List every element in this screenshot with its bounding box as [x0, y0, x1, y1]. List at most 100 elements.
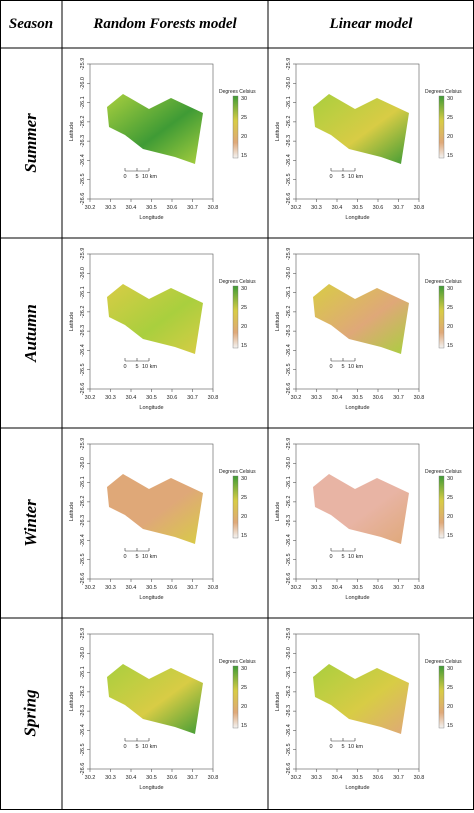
y-tick-label: -26.3 [80, 135, 86, 148]
scale-bar-label: 10 km [142, 174, 157, 180]
legend-colorbar [438, 285, 445, 349]
x-tick-label: 30.7 [187, 395, 198, 401]
y-tick-label: -25.9 [286, 438, 292, 451]
legend-title: Degrees Celsius [425, 89, 462, 95]
y-axis-label: Latitude [275, 122, 281, 142]
y-tick-label: -26.2 [286, 496, 292, 509]
legend-tick-label: 20 [447, 704, 453, 710]
legend-tick-label: 20 [241, 324, 247, 330]
legend-tick-label: 15 [447, 343, 453, 349]
y-axis-label: Latitude [69, 312, 75, 332]
x-tick-label: 30.6 [167, 205, 178, 211]
temperature-region [313, 664, 409, 734]
temperature-region [313, 94, 409, 164]
legend-tick-label: 20 [241, 514, 247, 520]
y-tick-label: -26.0 [286, 647, 292, 660]
y-axis-label: Latitude [69, 122, 75, 142]
x-tick-label: 30.5 [146, 775, 157, 781]
legend-tick-label: 15 [241, 153, 247, 159]
y-tick-label: -26.4 [80, 724, 86, 737]
x-tick-label: 30.2 [85, 585, 96, 591]
legend-colorbar [232, 95, 239, 159]
scale-bar: 0 5 10 km [329, 548, 363, 560]
x-tick-label: 30.2 [291, 585, 302, 591]
legend-tick-label: 15 [241, 533, 247, 539]
map-winter-rf: 30.2 30.3 30.4 30.5 30.6 30.7 30.8 -25.9 -26.0 -2… [63, 429, 268, 618]
scale-bar-label: 0 [123, 554, 126, 560]
y-tick-label: -26.3 [286, 515, 292, 528]
map-plot: 30.2 30.3 30.4 30.5 30.6 30.7 30.8 -25.9 -26.0 -2… [69, 248, 256, 411]
y-tick-label: -26.6 [286, 573, 292, 586]
season-label: Summer [21, 113, 40, 173]
y-tick-label: -26.0 [286, 457, 292, 470]
legend-tick-label: 15 [447, 153, 453, 159]
x-tick-label: 30.5 [146, 395, 157, 401]
legend-tick-label: 15 [241, 723, 247, 729]
legend-tick-label: 30 [447, 286, 453, 292]
y-tick-label: -26.1 [286, 476, 292, 489]
scale-bar-label: 5 [341, 554, 344, 560]
scale-bar: 0 5 10 km [123, 358, 157, 370]
x-tick-label: 30.7 [393, 395, 404, 401]
legend-tick-label: 25 [447, 305, 453, 311]
x-axis-label: Longitude [345, 595, 369, 601]
row-label-summer: Summer [0, 48, 62, 238]
y-tick-label: -26.3 [80, 705, 86, 718]
x-tick-label: 30.6 [373, 205, 384, 211]
y-tick-label: -26.0 [80, 647, 86, 660]
y-tick-label: -26.4 [286, 344, 292, 357]
season-label: Spring [21, 689, 40, 737]
y-tick-label: -26.5 [80, 553, 86, 566]
y-axis-label: Latitude [275, 502, 281, 522]
x-tick-label: 30.6 [167, 775, 178, 781]
map-autumn-linear: 30.2 30.3 30.4 30.5 30.6 30.7 30.8 -25.9 -26.0 -2… [269, 239, 474, 428]
y-tick-label: -26.4 [80, 534, 86, 547]
map-plot: 30.2 30.3 30.4 30.5 30.6 30.7 30.8 -25.9 -26.0 -2… [275, 628, 462, 791]
y-tick-label: -26.6 [286, 193, 292, 206]
y-tick-label: -26.5 [286, 173, 292, 186]
y-tick-label: -26.1 [286, 96, 292, 109]
scale-bar-label: 0 [329, 364, 332, 370]
y-tick-label: -26.2 [286, 306, 292, 319]
y-tick-label: -26.0 [80, 457, 86, 470]
scale-bar: 0 5 10 km [329, 738, 363, 750]
temperature-region [107, 664, 203, 734]
legend-tick-label: 25 [447, 495, 453, 501]
x-tick-label: 30.3 [311, 775, 322, 781]
legend-tick-label: 20 [447, 134, 453, 140]
temperature-region [107, 474, 203, 544]
y-axis-label: Latitude [275, 692, 281, 712]
legend-tick-label: 25 [447, 685, 453, 691]
legend-colorbar [232, 475, 239, 539]
y-tick-label: -26.6 [80, 193, 86, 206]
y-tick-label: -26.2 [80, 116, 86, 129]
y-tick-label: -26.4 [286, 154, 292, 167]
row-label-spring: Spring [0, 618, 62, 808]
x-tick-label: 30.6 [167, 395, 178, 401]
y-tick-label: -26.0 [80, 267, 86, 280]
x-tick-label: 30.3 [105, 395, 116, 401]
map-plot: 30.2 30.3 30.4 30.5 30.6 30.7 30.8 -25.9 -26.0 -2… [69, 628, 256, 791]
x-tick-label: 30.4 [126, 775, 137, 781]
legend-tick-label: 20 [241, 704, 247, 710]
legend-tick-label: 15 [447, 723, 453, 729]
scale-bar: 0 5 10 km [329, 168, 363, 180]
legend-tick-label: 30 [241, 666, 247, 672]
x-tick-label: 30.7 [393, 585, 404, 591]
legend-tick-label: 15 [241, 343, 247, 349]
scale-bar-label: 0 [123, 174, 126, 180]
x-axis-label: Longitude [139, 215, 163, 221]
x-tick-label: 30.4 [126, 585, 137, 591]
y-tick-label: -26.5 [80, 363, 86, 376]
legend-colorbar [232, 285, 239, 349]
y-tick-label: -26.5 [286, 553, 292, 566]
x-tick-label: 30.8 [208, 585, 219, 591]
y-tick-label: -26.1 [80, 96, 86, 109]
x-tick-label: 30.2 [85, 775, 96, 781]
legend-tick-label: 30 [241, 476, 247, 482]
map-plot: 30.2 30.3 30.4 30.5 30.6 30.7 30.8 -25.9 -26.0 -2… [275, 438, 462, 601]
x-tick-label: 30.7 [393, 205, 404, 211]
x-tick-label: 30.4 [332, 395, 343, 401]
x-tick-label: 30.4 [332, 775, 343, 781]
map-summer-rf: 30.2 30.3 30.4 30.5 30.6 30.7 30.8 -25.9 -26.0 -2… [63, 49, 268, 238]
